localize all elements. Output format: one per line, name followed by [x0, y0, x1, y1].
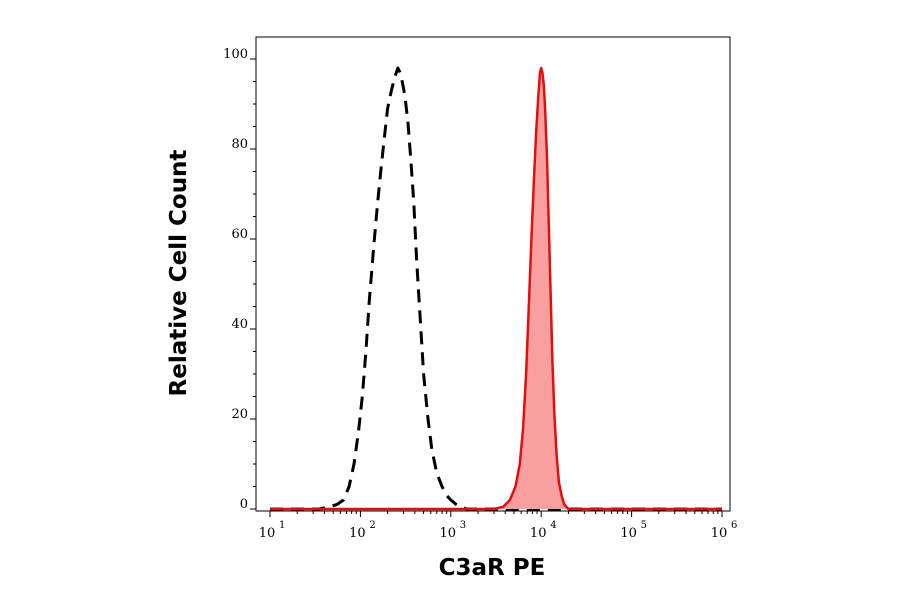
x-tick-label: 10 — [620, 526, 637, 541]
x-tick-label: 10 — [349, 526, 366, 541]
y-tick-label: 40 — [231, 317, 248, 332]
x-tick-exponent: 5 — [641, 520, 647, 531]
x-tick-exponent: 2 — [369, 520, 375, 531]
x-tick-exponent: 1 — [279, 520, 285, 531]
plot-series — [270, 66, 722, 511]
y-tick-label: 20 — [231, 407, 248, 422]
y-tick-label: 60 — [231, 227, 248, 242]
y-tick-label: 80 — [231, 137, 248, 152]
plot-frame — [255, 36, 731, 512]
x-axis-title: C3aR PE — [439, 555, 546, 581]
y-axis-title: Relative Cell Count — [166, 150, 192, 397]
series-1-fill — [270, 68, 722, 509]
x-tick-label: 10 — [711, 526, 728, 541]
x-tick-exponent: 3 — [460, 520, 466, 531]
x-tick-label: 10 — [259, 526, 276, 541]
y-tick-label: 0 — [240, 497, 248, 512]
series-0-line — [270, 66, 722, 511]
x-tick-exponent: 6 — [731, 520, 737, 531]
x-tick-label: 10 — [530, 526, 547, 541]
x-tick-exponent: 4 — [550, 520, 556, 531]
y-tick-label: 100 — [223, 47, 248, 62]
x-tick-label: 10 — [440, 526, 457, 541]
series-1-line — [270, 66, 722, 511]
